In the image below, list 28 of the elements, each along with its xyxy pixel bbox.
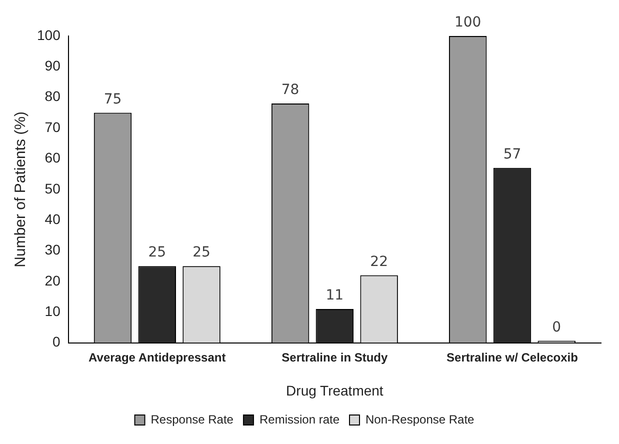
data-label: 22 bbox=[370, 254, 388, 270]
y-tick-label: 30 bbox=[44, 242, 61, 258]
data-label: 25 bbox=[148, 244, 166, 261]
data-label: 57 bbox=[503, 146, 522, 163]
y-axis-title: Number of Patients (%) bbox=[12, 111, 30, 268]
data-label: 78 bbox=[281, 82, 300, 98]
x-tick-label: Average Antidepressant bbox=[88, 350, 226, 364]
x-tick-label: Sertraline w/ Celecoxib bbox=[446, 350, 578, 364]
legend-label: Non-Response Rate bbox=[366, 412, 475, 426]
y-tick-label: 90 bbox=[44, 58, 61, 74]
data-label: 0 bbox=[552, 319, 562, 336]
data-label: 100 bbox=[454, 14, 482, 31]
y-tick-label: 10 bbox=[44, 302, 61, 319]
y-tick-label: 40 bbox=[44, 210, 61, 227]
y-tick-label: 80 bbox=[44, 88, 61, 104]
x-axis-title: Drug Treatment bbox=[286, 382, 384, 398]
y-tick-label: 60 bbox=[44, 150, 61, 166]
data-label: 75 bbox=[104, 91, 122, 108]
x-tick-label: Sertraline in Study bbox=[282, 350, 388, 364]
data-label: 25 bbox=[192, 244, 210, 261]
legend-label: Response Rate bbox=[150, 412, 234, 426]
y-tick-label: 0 bbox=[52, 334, 61, 350]
legend-label: Remission rate bbox=[259, 412, 340, 426]
y-tick-label: 100 bbox=[37, 26, 61, 43]
data-label: 11 bbox=[326, 288, 344, 304]
y-tick-label: 50 bbox=[44, 180, 61, 196]
y-tick-label: 70 bbox=[44, 118, 61, 135]
y-tick-label: 20 bbox=[44, 272, 61, 288]
